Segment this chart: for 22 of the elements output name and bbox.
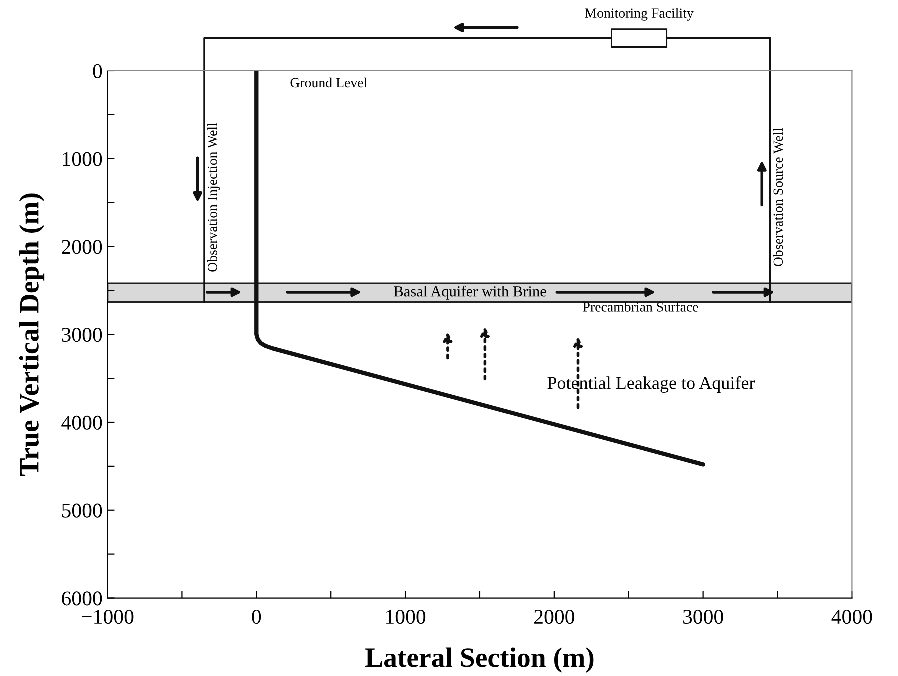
band-label: Basal Aquifer with Brine [394, 286, 546, 300]
text: Monitoring Facility [585, 8, 694, 21]
y-tick-label: 0 [93, 64, 102, 78]
y-axis-title: True Vertical Depth (m) [19, 194, 45, 476]
y-tick-label: 3000 [62, 328, 102, 342]
y-tick-label: 6000 [62, 592, 102, 606]
annotation: Precambrian Surface [583, 302, 698, 312]
x-axis-title: Lateral Section (m) [366, 648, 594, 673]
y-tick-label: 1000 [63, 152, 102, 166]
x-tick-label: 1000 [386, 610, 426, 624]
ref-line-label: Observation Source Well [773, 128, 784, 266]
annotation: Potential Leakage to Aquifer [548, 376, 756, 394]
x-tick-label: 3000 [683, 610, 724, 624]
y-tick-label: 2000 [62, 240, 102, 254]
y-tick-label: 5000 [62, 504, 102, 518]
x-tick-label: 0 [252, 610, 262, 624]
x-tick-label: −1000 [82, 610, 134, 624]
y-tick-label: 4000 [62, 416, 102, 430]
ref-line-label: Observation Injection Well [208, 122, 220, 272]
annotation: Ground Level [290, 78, 368, 88]
x-tick-label: 2000 [534, 610, 574, 624]
x-tick-label: 4000 [832, 610, 872, 624]
